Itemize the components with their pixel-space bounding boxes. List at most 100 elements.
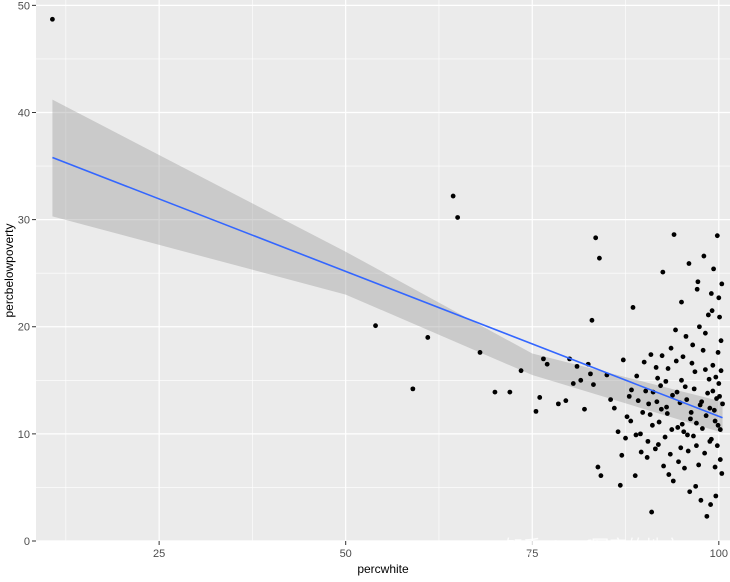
data-point [617, 482, 623, 488]
data-point [537, 395, 543, 400]
data-point [702, 367, 708, 372]
data-point [681, 429, 687, 435]
data-point [679, 377, 684, 383]
data-point [696, 462, 702, 468]
data-point [710, 362, 716, 368]
data-point [717, 457, 723, 462]
data-point [715, 422, 721, 428]
regression-line [52, 156, 723, 419]
data-point [714, 233, 720, 239]
data-point [698, 497, 704, 503]
major-gridlines [36, 0, 730, 542]
data-point [674, 389, 680, 395]
y-tick-label: 10 [18, 429, 30, 441]
watermark: 知乎 @syf写字的地方 [505, 537, 681, 558]
data-point [689, 360, 695, 366]
data-point [578, 377, 584, 383]
data-point [634, 373, 640, 379]
data-point [673, 327, 678, 333]
data-point [717, 314, 722, 320]
data-point [670, 392, 675, 398]
data-point [688, 416, 693, 422]
data-point [705, 312, 711, 318]
data-point [708, 291, 714, 296]
data-point [699, 426, 705, 431]
data-point [717, 427, 723, 432]
data-point [656, 419, 662, 425]
data-point [649, 422, 655, 428]
data-point [691, 386, 697, 392]
data-point [544, 361, 550, 367]
data-point [50, 16, 55, 22]
data-point [719, 281, 725, 287]
svg-text:知乎 @syf写字的地方: 知乎 @syf写字的地方 [505, 537, 681, 558]
data-point [623, 435, 628, 441]
data-point [658, 383, 663, 389]
data-point [667, 451, 673, 457]
data-point [676, 459, 681, 465]
data-point [664, 404, 669, 410]
data-point [719, 471, 725, 476]
data-point [708, 436, 714, 442]
data-point [714, 443, 720, 449]
data-point [492, 389, 498, 395]
data-point [713, 493, 719, 499]
data-point [692, 369, 698, 375]
data-point [665, 366, 671, 371]
data-point [679, 421, 685, 427]
data-point [691, 433, 696, 439]
data-point [630, 305, 636, 310]
data-point [671, 232, 677, 238]
data-point [718, 338, 724, 344]
data-point [619, 452, 625, 458]
data-point [684, 397, 690, 402]
data-point [588, 371, 593, 377]
data-point [716, 381, 722, 386]
data-point [707, 405, 713, 411]
data-point [574, 363, 580, 369]
data-point [662, 434, 668, 440]
data-point [706, 376, 712, 382]
data-point [675, 425, 681, 430]
y-tick-label: 30 [18, 215, 30, 227]
data-point [611, 405, 617, 411]
y-tick-label: 40 [18, 107, 30, 119]
x-tick-label: 25 [153, 548, 165, 560]
minor-gridlines [36, 0, 730, 541]
data-point [655, 442, 661, 447]
data-point [595, 464, 601, 470]
data-point [669, 427, 675, 432]
y-tick-label: 0 [24, 536, 30, 548]
x-tick-label: 75 [526, 548, 538, 560]
data-point [653, 365, 659, 370]
data-point [694, 443, 699, 449]
y-axis-ticks: 0 10 20 30 40 50 [18, 0, 36, 548]
data-point [702, 450, 708, 456]
y-axis-title: percbelowpoverty [2, 223, 16, 317]
data-point [450, 193, 456, 199]
data-point [660, 269, 666, 275]
data-point [710, 388, 716, 394]
data-point [633, 432, 639, 438]
data-point [649, 509, 655, 515]
x-tick-label: 50 [340, 548, 352, 560]
data-point [628, 418, 634, 424]
y-tick-label: 50 [18, 0, 30, 12]
data-point [658, 406, 664, 412]
data-point [410, 386, 416, 392]
data-point [626, 393, 632, 399]
data-point [598, 473, 604, 479]
data-point [695, 279, 701, 285]
data-points [50, 16, 725, 519]
data-point [711, 407, 717, 413]
data-point [591, 382, 596, 387]
data-point [629, 387, 634, 393]
data-point [593, 235, 599, 241]
data-point [533, 408, 539, 414]
data-point [615, 429, 621, 435]
data-point [661, 463, 666, 469]
data-point [694, 286, 700, 292]
data-point [720, 401, 725, 407]
data-point [715, 350, 721, 355]
data-point [680, 354, 686, 360]
